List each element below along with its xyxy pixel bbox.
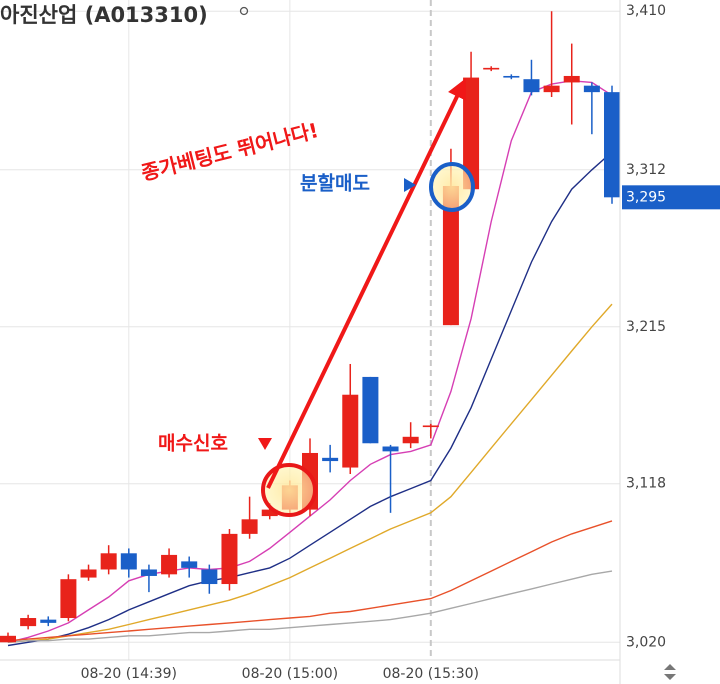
candle-body (120, 553, 137, 570)
candle-body (604, 92, 620, 198)
candle-body (181, 561, 198, 568)
headline: 종가베팅도 뛰어나다! (139, 118, 321, 185)
candle-body (241, 519, 258, 534)
moving-average-line (7, 303, 613, 643)
candle-body (422, 425, 439, 428)
current-price-box (622, 185, 720, 210)
candle-body (382, 446, 399, 452)
candle-body (20, 618, 37, 627)
y-tick-label: 3,215 (626, 319, 666, 335)
candle-body (503, 75, 520, 78)
candle-body (483, 67, 500, 70)
candle-body (60, 579, 77, 619)
y-tick-label: 3,312 (626, 162, 666, 178)
candle-body (261, 509, 278, 517)
candle-body (40, 619, 57, 623)
sell-circle (429, 162, 475, 212)
candle-body (563, 75, 580, 83)
candle-body (161, 554, 178, 575)
candle-body (342, 394, 359, 468)
scroll-icon[interactable] (664, 664, 676, 680)
title-icon (239, 6, 249, 16)
moving-average-line (7, 80, 613, 643)
x-tick-label: 08-20 (14:39) (81, 666, 177, 682)
sell-label: 분할매도 (300, 172, 370, 195)
candle-body (543, 85, 560, 93)
candle-body (221, 533, 238, 585)
candle-body (80, 569, 97, 578)
moving-average-line (7, 520, 613, 642)
moving-average-line (7, 570, 613, 643)
y-tick-label: 3,020 (626, 634, 666, 650)
title: 아진산업 (A013310) (0, 3, 208, 27)
candle-body (362, 376, 379, 444)
candle-body (463, 77, 480, 190)
buy-label: 매수신호 (158, 433, 228, 455)
candle-body (322, 457, 339, 462)
candle-body (0, 635, 16, 643)
candle-body (583, 85, 600, 93)
sell-pointer (404, 178, 416, 192)
trend-arrow (266, 78, 467, 489)
candle-body (100, 553, 117, 570)
buy-pointer (258, 438, 272, 450)
x-tick-label: 08-20 (15:00) (242, 666, 338, 682)
candle-body (201, 569, 218, 585)
x-tick-label: 08-20 (15:30) (383, 666, 479, 682)
buy-circle (261, 463, 317, 517)
moving-average-line (7, 151, 613, 647)
candle-body (523, 79, 540, 93)
candle-body (140, 569, 157, 576)
current-price-label: 3,295 (626, 189, 666, 205)
candle-body (402, 436, 419, 444)
y-tick-label: 3,410 (626, 3, 666, 19)
y-tick-label: 3,118 (626, 476, 666, 492)
candle-body (442, 185, 459, 326)
